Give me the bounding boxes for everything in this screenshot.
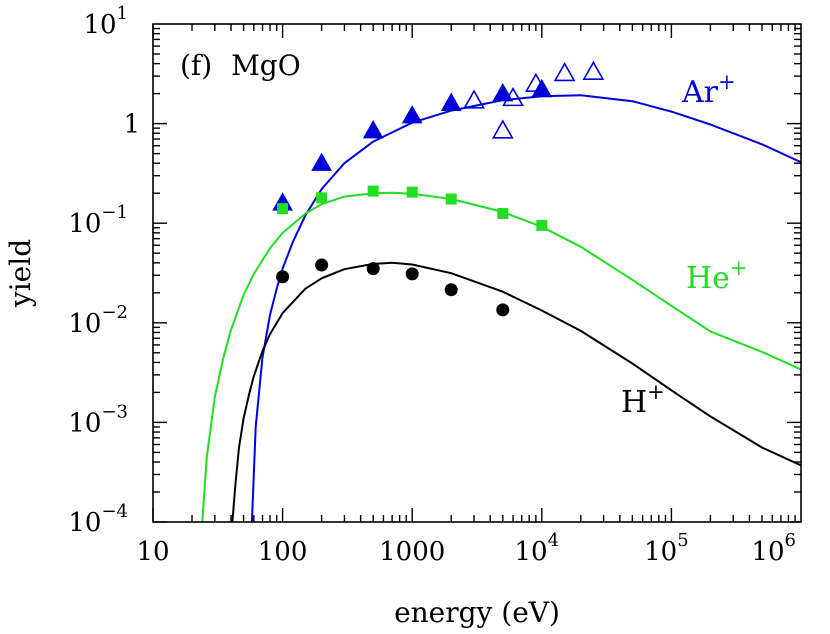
x-tick-base: 10 [136,537,169,567]
y-axis-label: yield [4,239,37,308]
ar-label-charge: + [718,70,736,94]
y-tick-exponent: −2 [101,302,128,323]
he-data-point [316,192,328,204]
y-tick-label: 10−1 [68,202,128,239]
ar-label: Ar+ [681,70,736,110]
ar-open-point [524,72,547,92]
h-label-name: H [621,385,647,420]
y-tick-base: 1 [123,110,140,140]
y-tick-base: 10 [68,209,101,239]
h-data-point [496,303,510,317]
ar-label-name: Ar [681,75,719,110]
y-tick-base: 10 [68,408,101,438]
x-tick-label: 1000 [379,537,445,567]
x-tick-label: 10 [136,537,169,567]
ar-open-point [491,119,514,139]
h-data-point [366,262,380,276]
x-tick-exponent: 4 [548,530,559,551]
x-tick-exponent: 6 [785,530,796,551]
x-tick-label: 104 [515,530,560,567]
h-data-point [444,283,458,297]
ar-filled-point [531,78,553,98]
x-tick-base: 100 [258,537,308,567]
y-tick-exponent: −4 [101,501,128,522]
y-tick-label: 10−3 [68,401,128,438]
fit-curves [201,94,801,522]
data-markers [272,60,605,317]
h-data-point [276,270,290,284]
he-label: He+ [686,256,748,296]
ar-open-point [463,89,485,109]
panel-letter: (f) [180,49,212,82]
he-data-point [536,219,548,231]
x-tick-label: 100 [258,537,308,567]
he-data-point [406,186,418,198]
h-label: H+ [621,380,665,420]
panel-label: (f) MgO [180,49,301,82]
he-label-charge: + [730,256,748,280]
fit-curve-ar [250,94,801,522]
x-tick-base: 10 [644,537,677,567]
ar-filled-point [362,120,384,139]
x-tick-labels: 10 100 1000 104 105 106 [136,530,796,567]
x-tick-base: 10 [515,537,548,567]
y-tick-label: 101 [83,3,128,40]
axis-ticks [152,24,801,523]
fit-curve-h [231,261,801,522]
x-tick-base: 1000 [379,537,445,567]
ar-open-point [553,62,576,82]
x-tick-exponent: 5 [677,530,688,551]
ar-filled-point [401,105,423,124]
ar-open-point [582,60,605,80]
ar-filled-point [492,83,514,102]
y-tick-base: 10 [68,309,101,339]
fit-curve-he [201,191,801,522]
y-tick-exponent: 1 [117,3,128,24]
x-tick-label: 106 [751,530,796,567]
y-tick-label: 10−2 [68,302,128,339]
material-label: MgO [231,49,301,82]
y-tick-label: 10−4 [68,501,128,538]
y-tick-label: 1 [123,110,140,140]
h-label-charge: + [647,380,665,404]
he-data-point [497,208,509,220]
h-data-point [405,267,419,281]
ar-open-point [502,86,524,107]
x-axis-label: energy (eV) [394,596,560,629]
he-label-name: He [686,261,730,296]
ar-filled-point [440,92,462,111]
y-tick-base: 10 [83,10,116,40]
he-data-point [445,193,457,205]
plot-frame [152,23,802,523]
he-data-point [367,185,379,197]
ar-filled-point [311,152,332,171]
y-tick-exponent: −3 [101,401,128,422]
y-tick-exponent: −1 [101,202,128,223]
x-tick-label: 105 [644,530,689,567]
y-tick-base: 10 [68,508,101,538]
h-data-point [315,258,329,272]
x-tick-base: 10 [751,537,784,567]
he-data-point [277,203,289,215]
